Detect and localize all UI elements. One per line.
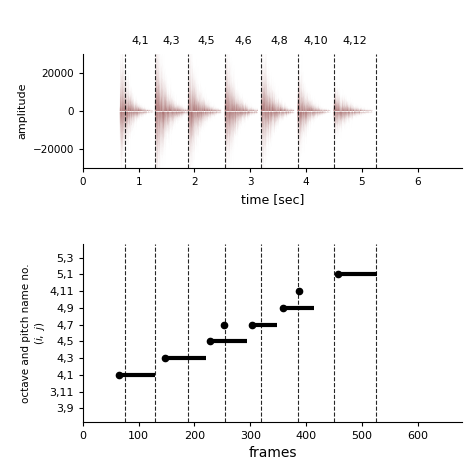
Text: 4,5: 4,5 — [198, 35, 215, 46]
Y-axis label: octave and pitch name no.
$(i,\ j)$: octave and pitch name no. $(i,\ j)$ — [20, 263, 46, 403]
Text: 4,8: 4,8 — [271, 35, 288, 46]
Text: 4,6: 4,6 — [235, 35, 252, 46]
Text: 4,1: 4,1 — [131, 35, 149, 46]
Y-axis label: amplitude: amplitude — [17, 82, 27, 139]
X-axis label: frames: frames — [248, 446, 297, 460]
Text: 4,12: 4,12 — [342, 35, 367, 46]
Text: 4,10: 4,10 — [303, 35, 328, 46]
X-axis label: time [sec]: time [sec] — [241, 193, 304, 206]
Text: 4,3: 4,3 — [163, 35, 181, 46]
